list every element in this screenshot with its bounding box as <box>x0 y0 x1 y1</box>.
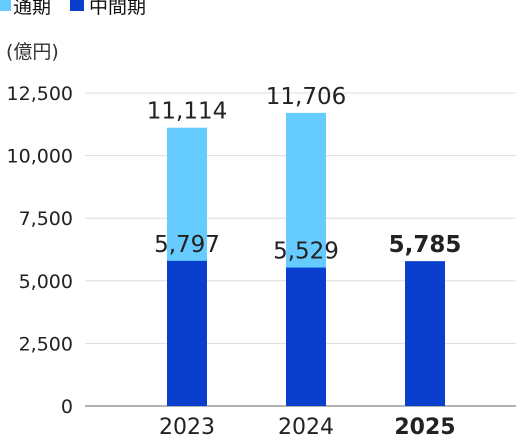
y-tick-label: 0 <box>61 396 73 418</box>
y-axis-ticks: 0 2,500 5,000 7,500 10,000 12,500 <box>7 83 73 418</box>
x-tick-label: 2024 <box>278 415 334 440</box>
y-tick-label: 7,500 <box>19 208 73 230</box>
y-axis-unit-label: (億円) <box>6 41 59 63</box>
y-tick-label: 5,000 <box>19 271 73 293</box>
y-tick-label: 10,000 <box>7 146 73 168</box>
annual-value-label: 11,114 <box>147 99 227 125</box>
interim-bar <box>167 260 207 406</box>
y-tick-label: 2,500 <box>19 333 73 355</box>
data-labels: 11,114 11,706 5,797 5,529 5,785 <box>147 84 462 265</box>
interim-bar <box>286 267 326 406</box>
x-tick-label: 2023 <box>159 415 215 440</box>
legend: 通期 中間期 <box>0 0 146 18</box>
legend-swatch-interim <box>70 0 84 11</box>
interim-bar <box>405 261 445 406</box>
legend-label-annual: 通期 <box>13 0 51 18</box>
bars <box>167 112 445 406</box>
x-axis-ticks: 2023 2024 2025 <box>159 415 456 440</box>
interim-value-label: 5,797 <box>154 232 220 258</box>
interim-value-label: 5,529 <box>273 239 339 265</box>
y-tick-label: 12,500 <box>7 83 73 105</box>
x-tick-label: 2025 <box>394 415 455 440</box>
legend-swatch-annual <box>0 0 11 11</box>
interim-value-label: 5,785 <box>389 232 462 258</box>
annual-value-label: 11,706 <box>266 84 346 110</box>
legend-label-interim: 中間期 <box>89 0 146 18</box>
